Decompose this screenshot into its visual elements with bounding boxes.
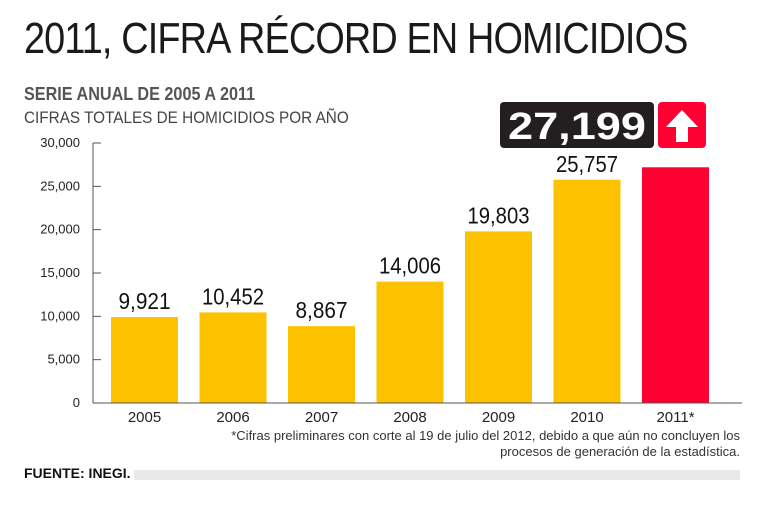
y-tick-label: 20,000 xyxy=(40,222,80,237)
bar-2009 xyxy=(465,231,532,403)
y-axis: 0 5,000 10,000 15,000 20,000 25,000 30,000 xyxy=(40,135,101,410)
x-tick-label: 2011* xyxy=(656,409,694,426)
x-tick-label: 2007 xyxy=(305,409,338,426)
y-tick-label: 10,000 xyxy=(40,308,80,323)
bar-value-label: 19,803 xyxy=(468,202,530,228)
y-tick-label: 30,000 xyxy=(40,135,80,150)
bar-value-label: 9,921 xyxy=(119,288,171,314)
x-tick-label: 2005 xyxy=(128,409,161,426)
y-tick-label: 15,000 xyxy=(40,265,80,280)
bar-value-label: 10,452 xyxy=(202,283,264,309)
bar-value-label: 14,006 xyxy=(379,253,441,279)
source-label: FUENTE: INEGI. xyxy=(24,465,131,481)
y-tick-label: 25,000 xyxy=(40,178,80,193)
y-tick-label: 5,000 xyxy=(47,352,80,367)
y-tick-label: 0 xyxy=(73,395,80,410)
chart-subtitle: SERIE ANUAL DE 2005 A 2011 xyxy=(24,84,256,104)
x-tick-label: 2009 xyxy=(482,409,515,426)
bars xyxy=(111,167,709,403)
bar-2005 xyxy=(111,317,178,403)
bar-value-label: 8,867 xyxy=(296,297,348,323)
bar-2006 xyxy=(199,312,267,403)
bar-value-label: 25,757 xyxy=(556,151,618,177)
x-tick-label: 2008 xyxy=(393,409,426,426)
bar-2010 xyxy=(553,179,621,403)
highlight-badge: 27,199 xyxy=(500,102,706,148)
bar-2011 xyxy=(642,167,709,403)
source-rule xyxy=(134,470,740,480)
value-labels: 9,921 10,452 8,867 14,006 19,803 25,757 xyxy=(119,151,619,323)
highlight-value-box xyxy=(500,102,654,148)
highlight-value-label: 27,199 xyxy=(508,106,646,148)
bar-2008 xyxy=(376,281,444,403)
chart-subtitle-secondary: CIFRAS TOTALES DE HOMICIDIOS POR AÑO xyxy=(24,108,349,127)
x-tick-label: 2010 xyxy=(570,409,603,426)
x-axis: 2005 2006 2007 2008 2009 2010 2011* xyxy=(93,402,742,426)
bar-2007 xyxy=(288,326,355,403)
page-title: 2011, CIFRA RÉCORD EN HOMICIDIOS xyxy=(24,14,688,63)
footnote: *Cifras preliminares con corte al 19 de … xyxy=(231,428,740,459)
x-tick-label: 2006 xyxy=(216,409,249,426)
arrow-up-icon xyxy=(666,110,698,142)
